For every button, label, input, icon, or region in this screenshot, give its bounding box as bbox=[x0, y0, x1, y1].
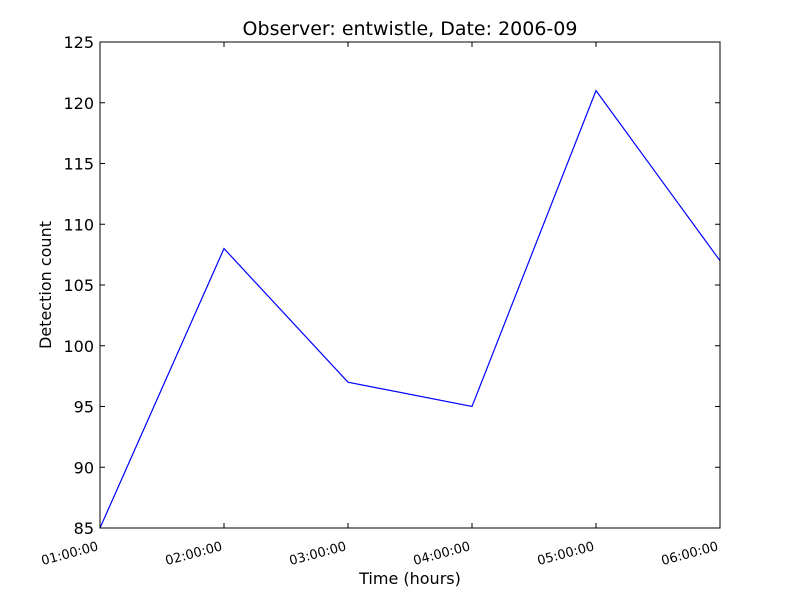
y-tick-label: 85 bbox=[74, 519, 94, 538]
y-tick-label: 125 bbox=[63, 33, 94, 52]
y-tick-label: 90 bbox=[74, 458, 94, 477]
y-tick-label: 95 bbox=[74, 398, 94, 417]
y-tick-label: 110 bbox=[63, 215, 94, 234]
y-tick-label: 115 bbox=[63, 155, 94, 174]
y-tick-label: 100 bbox=[63, 337, 94, 356]
y-tick-label: 120 bbox=[63, 94, 94, 113]
x-axis-label: Time (hours) bbox=[358, 569, 461, 588]
y-axis-ticks: 85 90 95 100 105 110 115 120 125 bbox=[63, 33, 720, 538]
chart-title: Observer: entwistle, Date: 2006-09 bbox=[243, 18, 578, 40]
y-axis-label: Detection count bbox=[36, 221, 55, 349]
series-line bbox=[99, 89, 721, 529]
plot-area-frame bbox=[99, 41, 721, 529]
y-tick-label: 105 bbox=[63, 276, 94, 295]
